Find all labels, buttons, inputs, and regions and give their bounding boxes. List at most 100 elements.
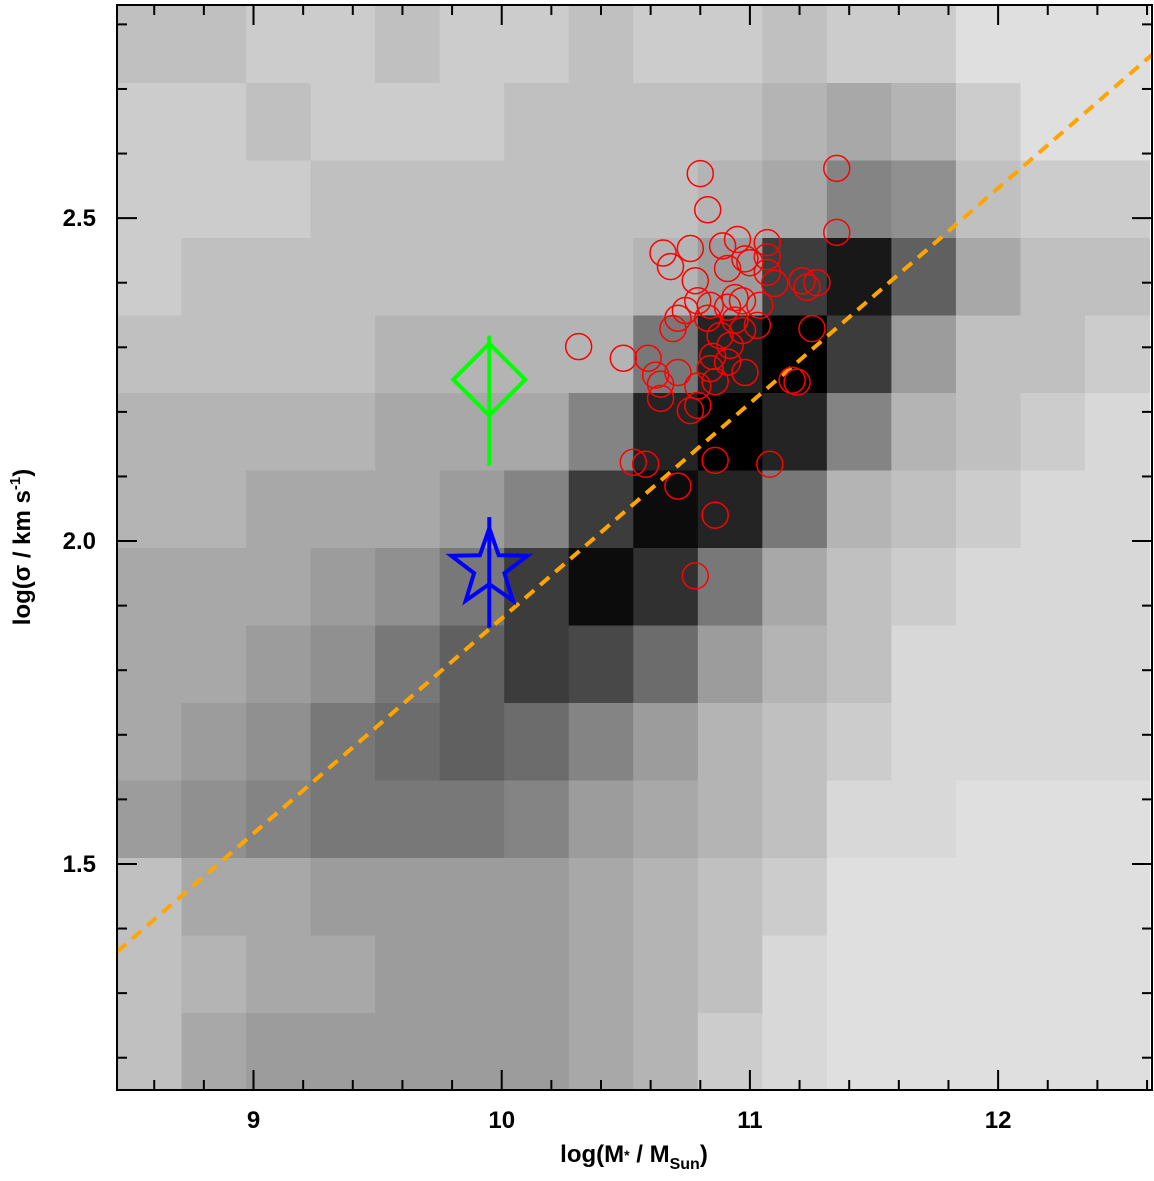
heatmap-cell — [181, 1012, 247, 1091]
heatmap-cell — [568, 5, 634, 83]
y-tick-label: 2.5 — [63, 205, 96, 232]
heatmap-cell — [375, 160, 441, 238]
heatmap-cell — [1020, 1012, 1086, 1091]
data-point — [793, 273, 821, 301]
data-point — [823, 218, 851, 247]
heatmap-cell — [375, 935, 441, 1013]
heatmap-cell — [375, 392, 441, 471]
heatmap-cell — [310, 547, 376, 626]
heatmap — [117, 5, 1151, 1091]
data-point — [823, 154, 851, 183]
heatmap-cell — [310, 935, 376, 1013]
heatmap-cell — [504, 392, 570, 471]
heatmap-cell — [181, 780, 247, 858]
data-point — [778, 366, 806, 394]
x-axis-title: log(M* / MSun) — [560, 1141, 708, 1173]
heatmap-cell — [568, 82, 634, 161]
heatmap-cell — [1020, 5, 1086, 83]
heatmap-cell — [375, 5, 441, 83]
star-marker — [445, 522, 534, 606]
heatmap-cell — [955, 780, 1021, 858]
heatmap-cell — [955, 237, 1021, 316]
heatmap-cell — [246, 1012, 312, 1091]
data-point — [656, 252, 685, 281]
data-point — [564, 332, 593, 361]
heatmap-cell — [181, 857, 247, 936]
heatmap-cell — [891, 780, 957, 858]
heatmap-cell — [891, 160, 957, 238]
heatmap-cell — [891, 82, 957, 161]
heatmap-cell — [762, 1012, 828, 1091]
heatmap-cell — [633, 5, 699, 83]
heatmap-cell — [568, 392, 634, 471]
heatmap-cell — [1084, 470, 1151, 548]
heatmap-cell — [1020, 780, 1086, 858]
heatmap-cell — [1084, 237, 1151, 316]
heatmap-cell — [955, 702, 1021, 781]
heatmap-cell — [762, 82, 828, 161]
data-point — [646, 384, 675, 413]
heatmap-cell — [568, 702, 634, 781]
heatmap-cell — [310, 857, 376, 936]
heatmap-cell — [246, 857, 312, 936]
heatmap-cell — [697, 702, 763, 781]
heatmap-cell — [955, 625, 1021, 703]
heatmap-cell — [762, 5, 828, 83]
heatmap-cell — [117, 82, 183, 161]
diamond-marker — [450, 340, 529, 419]
heatmap-cell — [181, 5, 247, 83]
heatmap-cell — [375, 315, 441, 393]
heatmap-cell — [504, 547, 570, 626]
heatmap-cell — [117, 780, 183, 858]
heatmap-cell — [439, 237, 505, 316]
heatmap-cell — [117, 625, 183, 703]
heatmap-cell — [439, 935, 505, 1013]
data-point — [631, 450, 660, 478]
data-point — [701, 367, 729, 396]
heatmap-cell — [246, 315, 312, 393]
heatmap-cell — [826, 5, 892, 83]
heatmap-cell — [1084, 780, 1151, 858]
data-point — [609, 344, 638, 373]
y-axis-title: log(σ / km s-1) — [7, 469, 36, 625]
heatmap-cell — [891, 625, 957, 703]
data-point — [676, 396, 705, 425]
heatmap-cell — [891, 392, 957, 471]
data-point — [728, 287, 757, 315]
heatmap-cell — [246, 5, 312, 83]
heatmap-cell — [633, 1012, 699, 1091]
heatmap-cell — [697, 857, 763, 936]
heatmap-cell — [375, 470, 441, 548]
heatmap-cell — [310, 702, 376, 781]
data-point — [798, 314, 826, 343]
heatmap-cell — [246, 935, 312, 1013]
heatmap-cell — [504, 702, 570, 781]
trend-line — [115, 53, 1154, 954]
heatmap-cell — [826, 82, 892, 161]
heatmap-cell — [439, 857, 505, 936]
data-point — [701, 501, 729, 529]
heatmap-cell — [504, 780, 570, 858]
heatmap-cell — [633, 160, 699, 238]
heatmap-cell — [762, 780, 828, 858]
heatmap-cell — [246, 82, 312, 161]
heatmap-cell — [1020, 625, 1086, 703]
heatmap-cell — [1084, 1012, 1151, 1091]
data-point — [713, 348, 742, 376]
heatmap-cell — [504, 82, 570, 161]
data-point — [681, 562, 710, 590]
heatmap-cell — [697, 5, 763, 83]
heatmap-cell — [439, 315, 505, 393]
heatmap-cell — [181, 315, 247, 393]
data-point — [649, 239, 677, 267]
y-title-part: -1 — [7, 477, 24, 490]
data-point — [641, 361, 670, 389]
data-point — [664, 472, 692, 500]
heatmap-cell — [117, 1012, 183, 1091]
heatmap-cell — [1020, 547, 1086, 626]
heatmap-cell — [891, 935, 957, 1013]
data-point — [676, 234, 705, 263]
heatmap-cell — [891, 1012, 957, 1091]
heatmap-cell — [826, 935, 892, 1013]
x-title-part: ) — [700, 1141, 708, 1168]
